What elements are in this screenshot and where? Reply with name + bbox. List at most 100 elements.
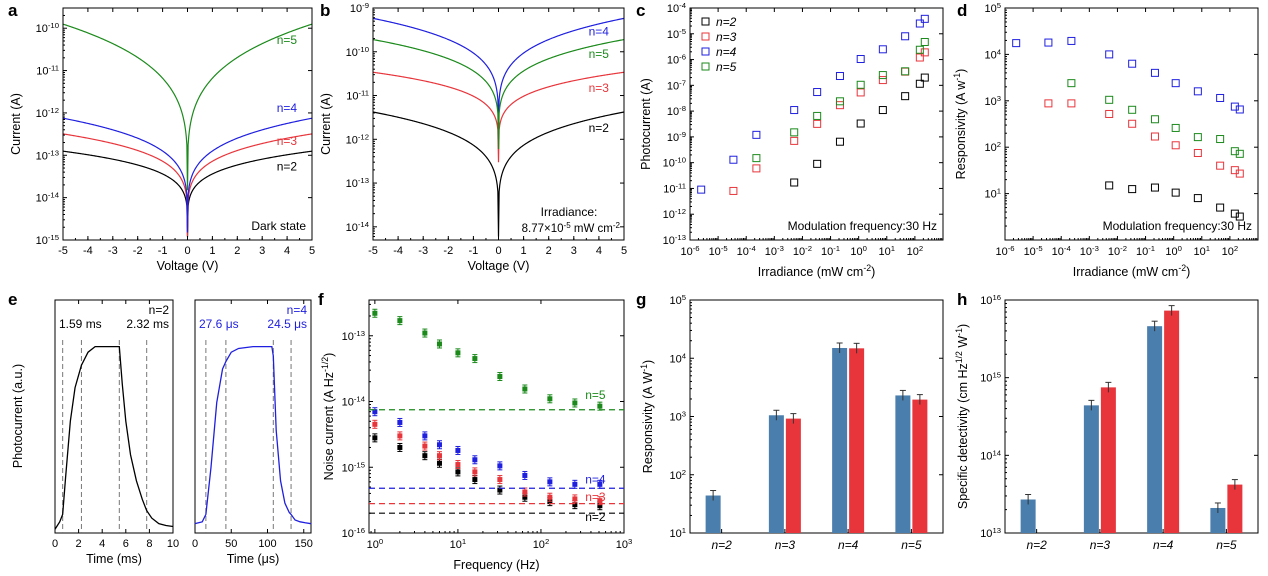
legend-label: n=5 <box>716 60 737 74</box>
series-label: n=3 <box>585 490 606 504</box>
x-tick-label: 102 <box>1222 244 1239 259</box>
category-label: n=3 <box>1090 538 1111 552</box>
superscript: -13 <box>675 233 686 242</box>
superscript: -13 <box>358 176 369 185</box>
data-point-n=3 <box>472 469 478 475</box>
legend-marker-n=5 <box>701 62 710 71</box>
bar-red-n=4 <box>849 348 865 533</box>
text-span: 10 <box>346 134 358 146</box>
y-tick-label: 10-11 <box>663 181 686 196</box>
x-tick-label: 102 <box>907 244 924 259</box>
text-span: 10 <box>1024 246 1036 258</box>
text-span: 10 <box>980 295 992 307</box>
transient-curve <box>194 345 312 525</box>
x-tick-label: 1 <box>521 245 527 257</box>
text-span: 10 <box>984 49 996 61</box>
fall-time-label: 2.32 ms <box>126 317 169 331</box>
superscript: -1 <box>639 364 649 372</box>
y-tick-label: 10-15 <box>342 460 365 475</box>
annotation: Modulation frequency:30 Hz <box>1103 219 1252 233</box>
data-point-n=3 <box>813 119 822 128</box>
x-tick-label: 1 <box>209 245 215 257</box>
panel-a: a-5 -4 -3 -2 -1 0 1 2 3 4 510-1510-1410-1310-1210-… <box>8 1 315 273</box>
y-tick-label: 10-5 <box>667 26 686 41</box>
y-tick-label: 10-13 <box>663 233 686 248</box>
text-span: 10 <box>669 470 681 482</box>
data-point-n=2 <box>901 92 910 101</box>
x-axis-title: Frequency (Hz) <box>453 558 539 572</box>
bar-red-n=3 <box>785 418 801 533</box>
superscript: -13 <box>48 148 59 157</box>
superscript: -1/2 <box>320 357 330 372</box>
y-tick-label: 103 <box>669 409 686 424</box>
text-span: 10 <box>667 80 679 92</box>
data-point-n=4 <box>372 409 378 415</box>
series-label: n=2 <box>149 303 170 317</box>
x-tick-label: 100 <box>850 244 867 259</box>
series-label: n=4 <box>277 101 298 115</box>
data-point-n=4 <box>597 481 603 487</box>
text-span: 10 <box>980 528 992 540</box>
x-tick-label: 10-2 <box>793 244 812 259</box>
annotation: 8.77×10-5 mW cm-2 <box>522 221 621 236</box>
superscript: -12 <box>675 207 686 216</box>
text-span: 10 <box>346 178 358 190</box>
data-point-n=2 <box>597 503 603 509</box>
data-point-n=3 <box>436 453 442 459</box>
bar-blue-n=5 <box>895 395 911 533</box>
y-tick-label: 102 <box>984 140 1001 155</box>
text-span: ) <box>956 324 970 328</box>
text-span: ) <box>322 353 336 357</box>
superscript: -2 <box>1178 263 1186 273</box>
data-point-n=4 <box>920 14 929 23</box>
series-label: n=4 <box>287 303 308 317</box>
y-tick-label: 105 <box>669 293 686 308</box>
iv-curve-n=4 <box>63 117 312 233</box>
x-tick-label: 0 <box>495 245 501 257</box>
superscript: 13 <box>992 526 1001 535</box>
text-span: 10 <box>709 246 721 258</box>
x-tick-label: 4 <box>596 245 602 257</box>
x-tick-label: 100 <box>367 537 384 552</box>
data-point-n=5 <box>752 154 761 163</box>
data-point-n=5 <box>397 318 403 324</box>
superscript: -2 <box>863 263 871 273</box>
text-span: 10 <box>667 132 679 144</box>
superscript: 15 <box>992 370 1001 379</box>
superscript: 2 <box>545 537 549 546</box>
x-tick-label: 103 <box>616 537 633 552</box>
data-point-n=2 <box>920 73 929 82</box>
y-tick-label: 10-12 <box>36 105 59 120</box>
x-tick-label: 10-4 <box>737 244 757 259</box>
rise-time-label: 27.6 μs <box>199 317 239 331</box>
data-point-n=4 <box>472 457 478 463</box>
data-point-n=5 <box>790 128 799 137</box>
data-point-n=5 <box>878 71 887 80</box>
data-point-n=5 <box>1067 79 1076 88</box>
superscript: -5 <box>721 244 728 253</box>
y-tick-label: 10-13 <box>36 148 59 163</box>
series-label: n=2 <box>277 159 298 173</box>
text-span: 10 <box>533 539 545 551</box>
y-tick-label: 10-13 <box>342 328 365 343</box>
y-tick-label: 1016 <box>980 293 1001 308</box>
y-tick-label: 102 <box>669 467 686 482</box>
data-point-n=2 <box>878 106 887 115</box>
text-span: Specific detectivity (cm Hz <box>956 363 970 509</box>
bar-blue-n=5 <box>1210 507 1226 533</box>
data-point-n=2 <box>1235 212 1244 221</box>
y-tick-label: 1014 <box>980 448 1002 463</box>
text-span: 10 <box>663 209 675 221</box>
x-tick-label: 10-5 <box>1024 244 1043 259</box>
text-span: 8.77×10 <box>522 223 564 235</box>
text-span: 10 <box>850 246 862 258</box>
bar-blue-n=2 <box>1020 499 1036 533</box>
superscript: -5 <box>679 26 686 35</box>
data-point-n=3 <box>901 67 910 76</box>
bar-blue-n=4 <box>832 347 848 533</box>
text-span: 10 <box>346 222 358 234</box>
text-span: 10 <box>663 235 675 247</box>
data-point-n=4 <box>397 419 403 425</box>
text-span: 10 <box>984 3 996 15</box>
